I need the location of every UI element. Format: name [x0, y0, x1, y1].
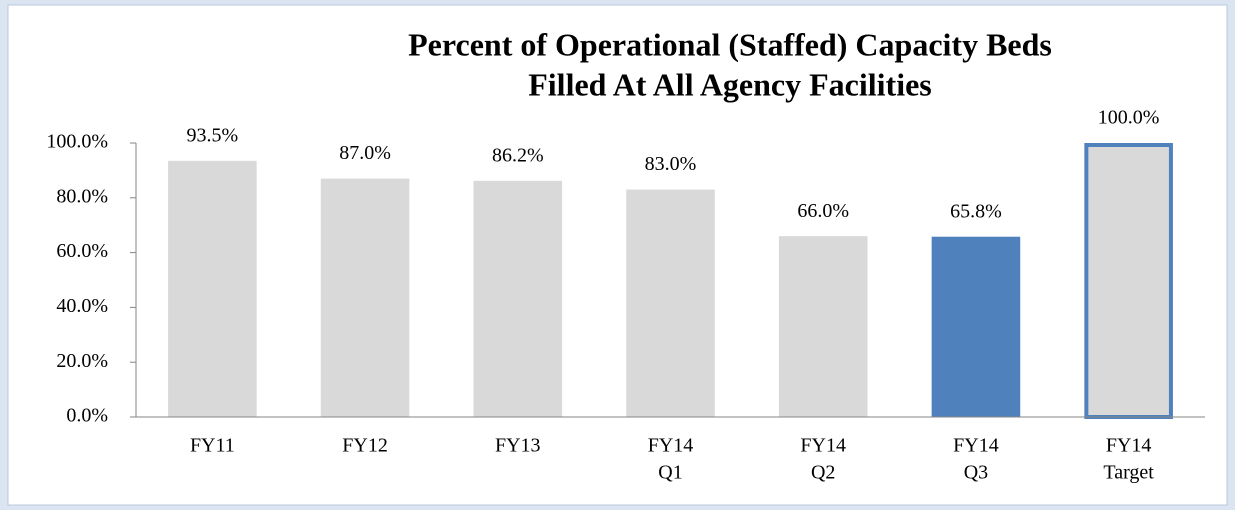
x-tick-label: Target	[1103, 462, 1154, 484]
y-tick-label: 20.0%	[56, 350, 108, 372]
value-label: 66.0%	[797, 200, 849, 222]
value-label: 100.0%	[1098, 107, 1160, 129]
x-tick-label: FY14	[1106, 435, 1152, 457]
value-label: 86.2%	[492, 144, 544, 166]
value-label: 87.0%	[339, 142, 391, 164]
bar	[1084, 143, 1173, 419]
x-tick-label: Q3	[964, 462, 988, 484]
bar	[626, 189, 715, 417]
value-label: 83.0%	[645, 153, 697, 175]
x-tick-label: FY13	[495, 435, 541, 457]
value-label: 93.5%	[187, 124, 239, 146]
x-tick-label: FY14	[953, 435, 999, 457]
value-label: 65.8%	[950, 200, 1002, 222]
y-tick-label: 0.0%	[66, 405, 108, 427]
chart-title: Filled At All Agency Facilities	[528, 66, 932, 102]
x-tick-label: FY11	[190, 435, 235, 457]
bar	[320, 178, 410, 417]
bar	[778, 236, 868, 417]
bar	[473, 180, 563, 417]
y-tick-label: 60.0%	[56, 240, 108, 262]
y-tick-label: 100.0%	[46, 131, 108, 153]
bar	[168, 160, 257, 417]
x-tick-label: Q2	[811, 462, 835, 484]
x-tick-label: Q1	[658, 462, 682, 484]
chart-title: Percent of Operational (Staffed) Capacit…	[408, 26, 1052, 62]
y-tick-label: 40.0%	[56, 295, 108, 317]
x-tick-label: FY12	[342, 435, 388, 457]
y-tick-label: 80.0%	[56, 185, 108, 207]
x-tick-label: FY14	[648, 435, 694, 457]
x-tick-label: FY14	[800, 435, 846, 457]
bar	[931, 236, 1021, 417]
